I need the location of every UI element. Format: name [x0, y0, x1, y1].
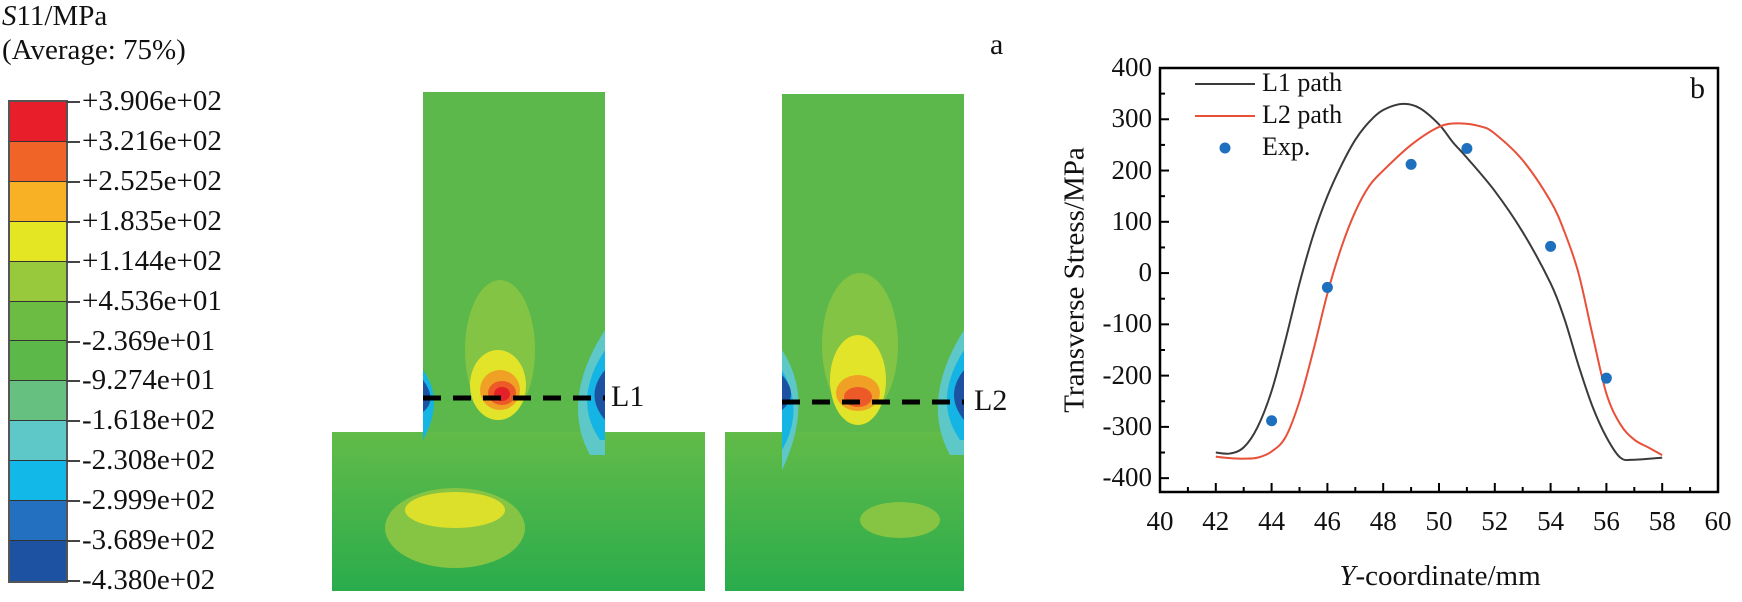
y-tick-label: -200	[1102, 359, 1153, 390]
legend-swatch	[1219, 142, 1231, 154]
color-bar-label: +4.536e+01	[82, 284, 222, 317]
y-axis-title: Transverse Stress/MPa	[1058, 147, 1091, 413]
color-bar-tick	[66, 460, 80, 463]
exp-data-point	[1545, 240, 1557, 252]
color-bar-tick	[66, 220, 80, 223]
panel-label-b: b	[1690, 72, 1705, 105]
color-bar-tick	[66, 140, 80, 143]
legend-subtitle: (Average: 75%)	[2, 34, 186, 66]
legend-entry: L1 path	[1262, 68, 1343, 97]
color-band	[10, 381, 66, 422]
exp-data-point	[1266, 415, 1278, 427]
x-axis-title-text: -coordinate/mm	[1355, 560, 1541, 592]
color-bar-tick	[66, 500, 80, 503]
color-bar-label: -2.308e+02	[82, 444, 216, 477]
series-line-l1-path	[1215, 102, 1663, 462]
color-bar-tick	[66, 380, 80, 383]
x-tick-label: 52	[1481, 506, 1509, 536]
path-label-l1: L1	[611, 380, 645, 413]
plot-frame	[1158, 66, 1720, 494]
color-bar-label: -9.274e+01	[82, 364, 216, 397]
color-bar-tick	[66, 180, 80, 183]
y-tick-label: 0	[1138, 257, 1153, 288]
x-tick-label: 48	[1369, 506, 1397, 536]
legend-title-var: S	[2, 0, 17, 32]
color-bar-label: +1.835e+02	[82, 204, 222, 237]
x-tick-label: 58	[1648, 506, 1676, 536]
color-bar-label: +1.144e+02	[82, 244, 222, 277]
color-band	[10, 501, 66, 541]
y-tick-label: 200	[1111, 154, 1153, 185]
x-axis-title-var: Y	[1339, 560, 1356, 592]
color-band	[10, 221, 66, 262]
color-band	[10, 540, 66, 581]
color-bar-tick	[66, 580, 80, 582]
panel-label-a: a	[990, 28, 1004, 61]
color-bar-label: -2.999e+02	[82, 484, 216, 517]
color-band	[10, 102, 66, 142]
x-axis-title: Y-coordinate/mm	[1339, 560, 1540, 593]
color-bar-label: -3.689e+02	[82, 524, 216, 557]
exp-data-point	[1405, 158, 1417, 170]
color-bar-label: +3.216e+02	[82, 124, 222, 157]
color-band	[10, 421, 66, 462]
color-band	[10, 141, 66, 182]
color-bar-tick	[66, 420, 80, 423]
y-tick-label: 400	[1111, 52, 1153, 82]
color-bar-label: +2.525e+02	[82, 164, 222, 197]
color-bar-label: -2.369e+01	[82, 324, 216, 357]
color-bar-label: -4.380e+02	[82, 564, 216, 596]
color-band	[10, 301, 66, 342]
x-tick-label: 56	[1592, 506, 1620, 536]
exp-data-point	[1461, 142, 1473, 154]
color-bar-label: -1.618e+02	[82, 404, 216, 437]
x-tick-label: 44	[1258, 506, 1286, 536]
legend-entry: Exp.	[1262, 132, 1311, 161]
x-tick-label: 60	[1704, 506, 1732, 536]
series-line-l2-path	[1215, 122, 1663, 460]
color-bar-tick	[66, 260, 80, 263]
x-tick-label: 50	[1425, 506, 1453, 536]
legend-title-unit: 11/MPa	[16, 0, 108, 32]
color-bar-tick	[66, 540, 80, 543]
legend-entry: L2 path	[1262, 100, 1343, 129]
color-bar-tick	[66, 300, 80, 303]
x-tick-label: 54	[1537, 506, 1565, 536]
color-bar-tick	[66, 340, 80, 343]
y-tick-label: -400	[1102, 462, 1153, 493]
x-tick-label: 40	[1146, 506, 1174, 536]
color-band	[10, 341, 66, 382]
y-tick-label: -300	[1102, 410, 1153, 441]
path-label-l2: L2	[974, 384, 1008, 417]
color-band	[10, 461, 66, 502]
legend-title: S11/MPa	[2, 0, 107, 33]
color-band	[10, 181, 66, 222]
color-bar	[8, 100, 68, 583]
x-tick-label: 46	[1313, 506, 1341, 536]
y-tick-label: -100	[1102, 308, 1153, 339]
x-tick-label: 42	[1202, 506, 1230, 536]
exp-data-point	[1600, 372, 1612, 384]
exp-data-point	[1321, 281, 1333, 293]
contour-right	[725, 94, 964, 591]
color-bar-tick	[66, 101, 80, 103]
y-tick-label: 100	[1111, 205, 1153, 236]
color-bar-label: +3.906e+02	[82, 85, 222, 117]
y-tick-label: 300	[1111, 103, 1153, 134]
color-band	[10, 261, 66, 302]
contour-left	[332, 92, 705, 591]
